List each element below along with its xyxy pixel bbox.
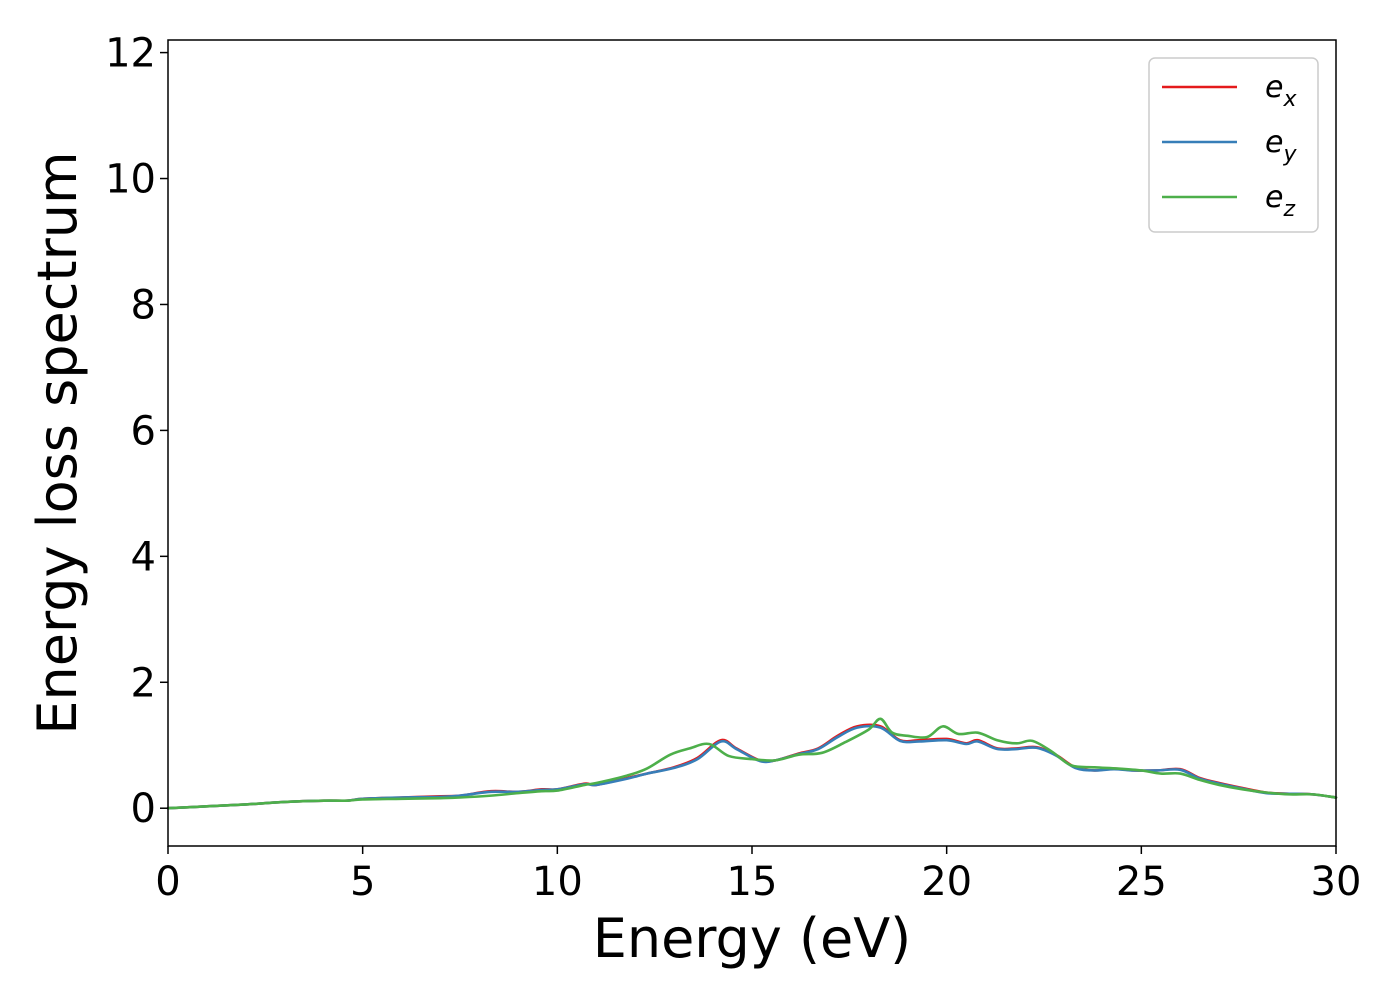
x-axis-label: Energy (eV) bbox=[593, 907, 912, 970]
y-axis-label: Energy loss spectrum bbox=[26, 151, 89, 734]
x-tick-label: 20 bbox=[921, 859, 972, 905]
legend-box bbox=[1148, 57, 1319, 233]
x-tick-label: 25 bbox=[1116, 859, 1167, 905]
y-tick-label: 10 bbox=[105, 157, 156, 203]
x-tick-label: 0 bbox=[155, 859, 180, 905]
legend-label-x: ex bbox=[1265, 70, 1297, 112]
plot-area bbox=[166, 717, 1338, 810]
x-tick-label: 15 bbox=[727, 859, 778, 905]
legend-label-y: ey bbox=[1265, 125, 1297, 167]
y-tick-label: 12 bbox=[105, 31, 156, 77]
legend-label-z: ez bbox=[1265, 180, 1295, 222]
x-tick-label: 10 bbox=[532, 859, 583, 905]
y-tick-label: 2 bbox=[131, 660, 156, 706]
y-tick-label: 8 bbox=[131, 282, 156, 328]
series-line-y bbox=[166, 724, 1338, 810]
series-line-z bbox=[166, 717, 1338, 810]
y-axis: 0 2 4 6 8 10 12 bbox=[105, 31, 168, 832]
x-tick-label: 30 bbox=[1311, 859, 1362, 905]
x-axis: 0 5 10 15 20 25 30 bbox=[155, 846, 1361, 905]
series-line-x bbox=[166, 723, 1338, 810]
y-tick-label: 0 bbox=[131, 786, 156, 832]
y-tick-label: 4 bbox=[131, 534, 156, 580]
x-tick-label: 5 bbox=[350, 859, 375, 905]
legend: ex ey ez bbox=[1148, 57, 1319, 233]
y-tick-label: 6 bbox=[131, 408, 156, 454]
